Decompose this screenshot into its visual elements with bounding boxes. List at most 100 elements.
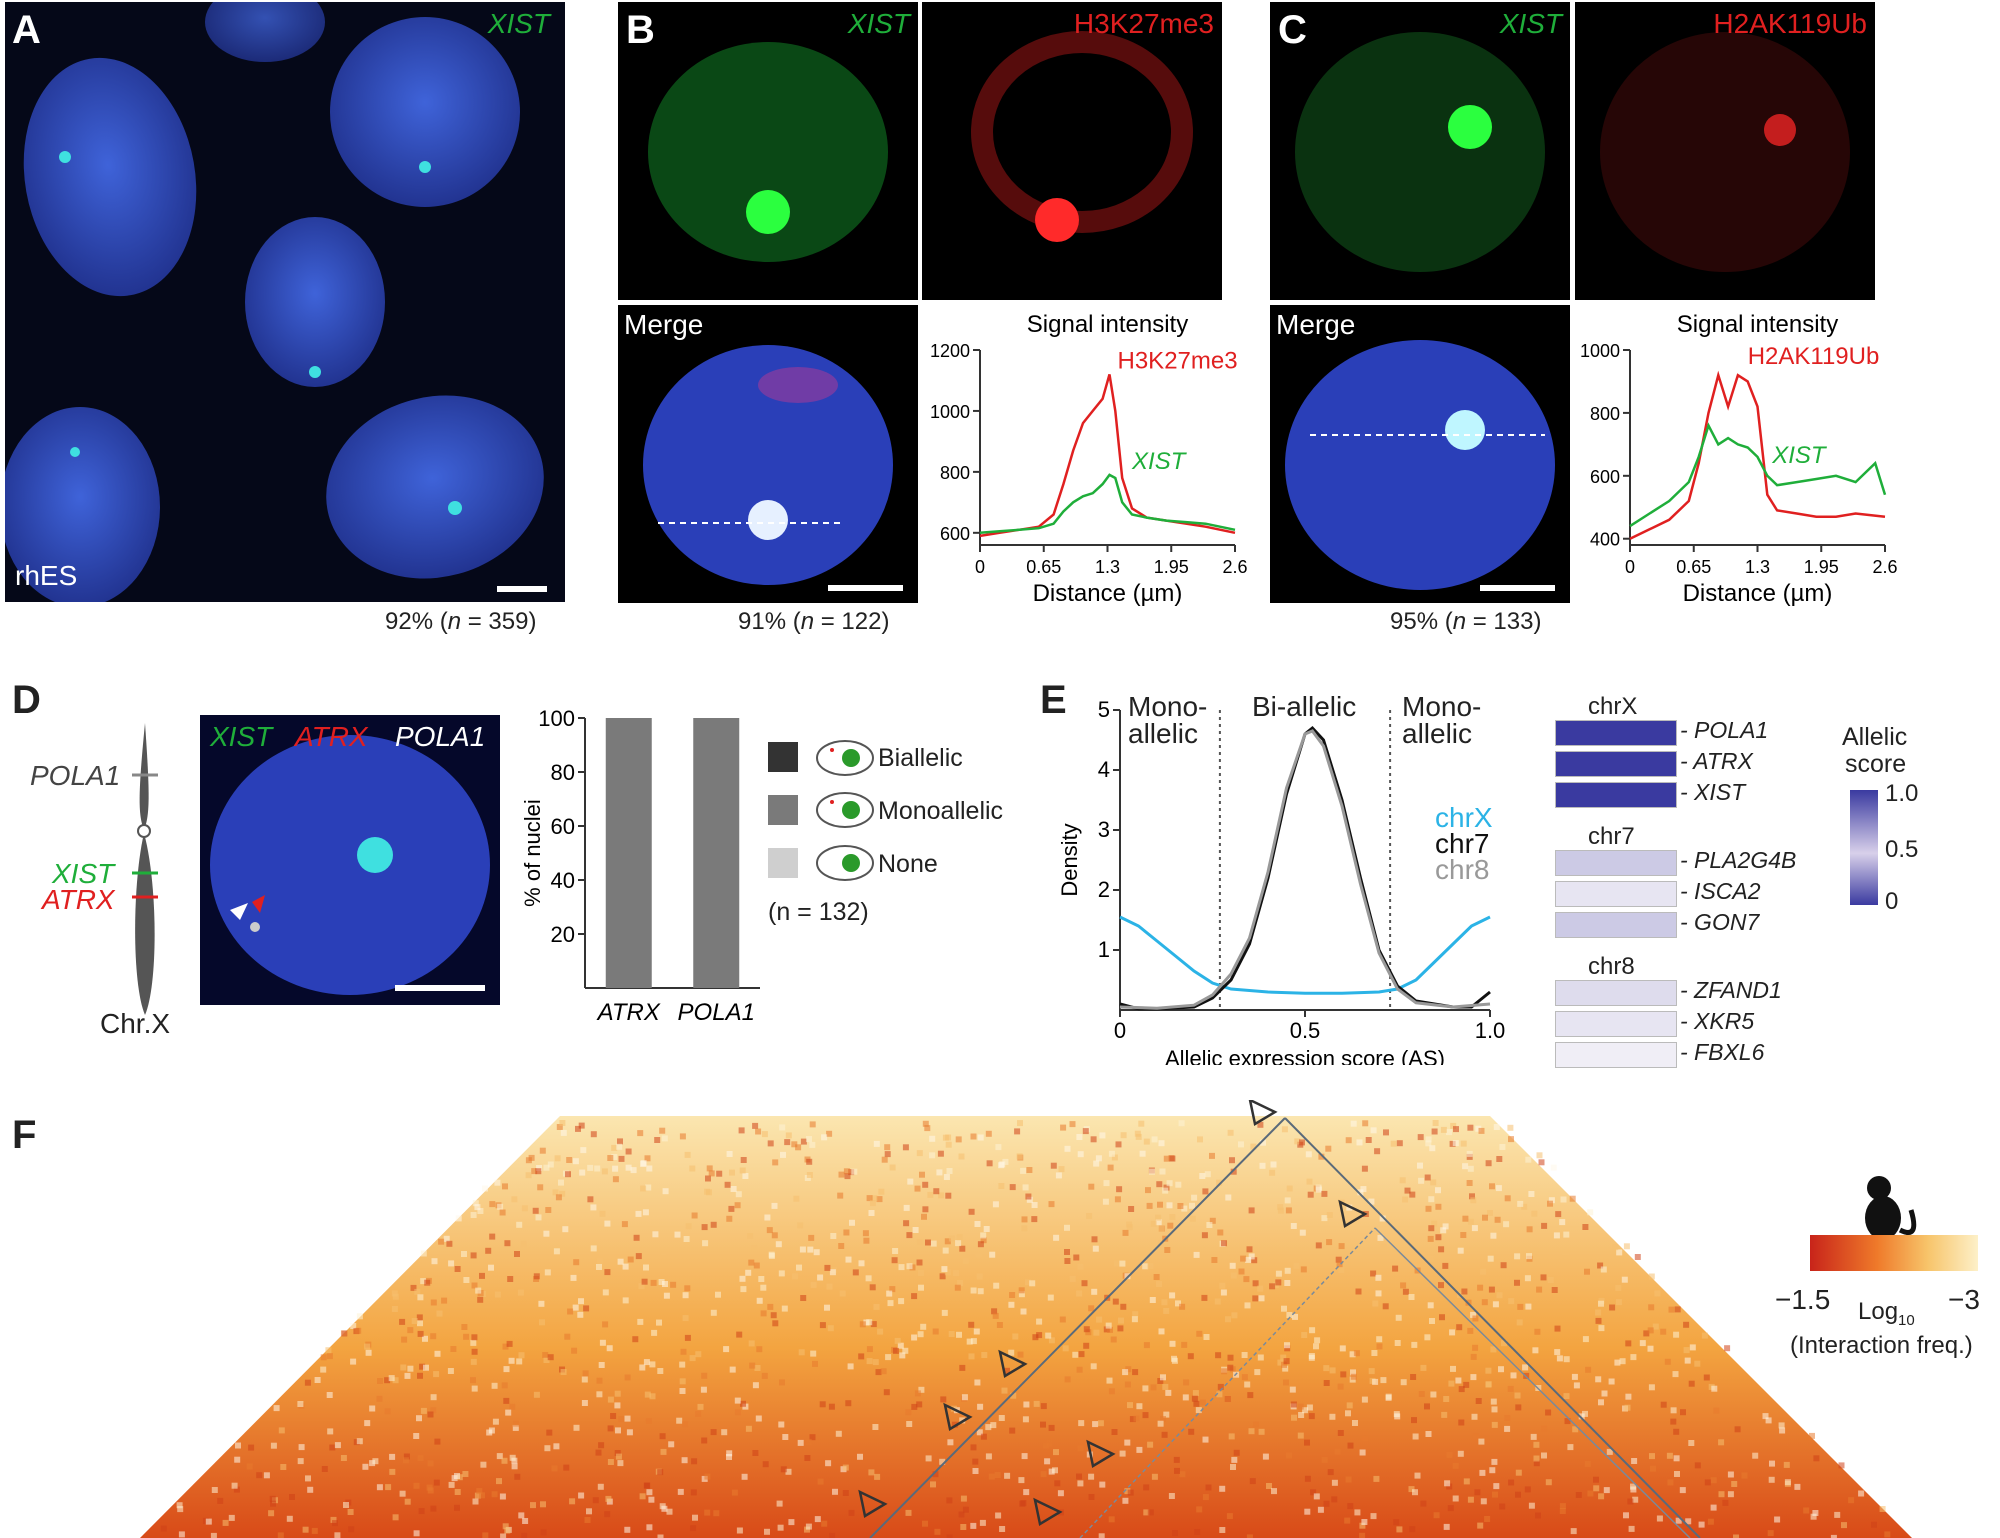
hic-pixel (1029, 1280, 1036, 1287)
hic-pixel (1349, 1351, 1356, 1358)
hic-pixel (1336, 1261, 1343, 1268)
hic-pixel (705, 1175, 711, 1182)
hic-pixel (1517, 1200, 1524, 1207)
hic-pixel (1275, 1270, 1282, 1277)
hic-pixel (461, 1324, 468, 1330)
hic-pixel (1149, 1168, 1155, 1175)
hic-pixel (1533, 1441, 1540, 1448)
hic-pixel (1040, 1471, 1047, 1478)
hic-pixel (1472, 1432, 1479, 1439)
hic-pixel (1600, 1266, 1607, 1273)
hic-pixel (1048, 1424, 1055, 1431)
hic-pixel (1318, 1153, 1325, 1160)
hic-pixel (905, 1509, 912, 1516)
hic-pixel (641, 1278, 648, 1285)
hic-pixel (1175, 1181, 1182, 1188)
hic-pixel (948, 1235, 955, 1242)
hic-pixel (248, 1444, 255, 1451)
hic-pixel (590, 1245, 597, 1252)
hic-pixel (610, 1413, 617, 1419)
hic-pixel (983, 1226, 990, 1232)
hic-pixel (821, 1134, 828, 1141)
hic-pixel (1088, 1183, 1095, 1190)
hic-pixel (1076, 1473, 1082, 1480)
hic-pixel (433, 1371, 440, 1378)
hic-pixel (1181, 1341, 1188, 1348)
hic-pixel (929, 1135, 936, 1142)
hic-pixel (506, 1340, 513, 1347)
hic-pixel (1053, 1449, 1059, 1456)
hic-pixel (1329, 1367, 1336, 1374)
hic-pixel (431, 1258, 438, 1265)
hic-pixel (1379, 1215, 1386, 1222)
hic-pixel (1225, 1194, 1232, 1201)
hic-pixel (518, 1512, 525, 1519)
hic-pixel (1503, 1221, 1510, 1228)
hic-pixel (503, 1397, 510, 1404)
hic-pixel (1490, 1398, 1497, 1405)
hic-pixel (1554, 1325, 1561, 1332)
hic-pixel (933, 1188, 940, 1195)
hic-pixel (1045, 1332, 1052, 1339)
hic-pixel (907, 1178, 914, 1185)
hic-pixel (1294, 1138, 1301, 1145)
hic-pixel (1059, 1316, 1066, 1323)
hic-pixel (454, 1473, 460, 1479)
hic-pixel (1088, 1494, 1095, 1500)
hic-pixel (1467, 1165, 1474, 1172)
hic-pixel (302, 1526, 309, 1533)
hic-pixel (1156, 1281, 1162, 1287)
hic-pixel (1377, 1234, 1384, 1241)
hic-pixel (596, 1377, 603, 1384)
hic-pixel (968, 1353, 975, 1360)
y-axis-label: Density (1057, 823, 1082, 896)
hic-pixel (633, 1234, 640, 1241)
hic-pixel (1672, 1371, 1679, 1378)
heatmap-cell-fbxl6 (1555, 1042, 1677, 1068)
heatmap-group-chr7: chr7 (1588, 823, 1635, 850)
panel-a-marker: XIST (487, 8, 550, 39)
hic-pixel (1396, 1140, 1403, 1147)
hic-pixel (813, 1249, 820, 1256)
hic-pixel (977, 1403, 984, 1410)
hic-pixel (1603, 1487, 1610, 1494)
hic-pixel (551, 1465, 558, 1472)
fish-label-xist: XIST (210, 721, 273, 752)
hic-pixel (1650, 1465, 1656, 1472)
hic-pixel (503, 1366, 510, 1373)
hic-pixel (645, 1184, 652, 1191)
hic-pixel (1530, 1433, 1537, 1440)
legend-label-monoallelic: Monoallelic (878, 797, 1004, 825)
hic-pixel (869, 1200, 876, 1207)
hic-pixel (1010, 1392, 1017, 1399)
hic-pixel (1337, 1383, 1344, 1390)
hic-pixel (1679, 1487, 1686, 1494)
hic-pixel (751, 1245, 758, 1252)
hic-pixel (1058, 1166, 1065, 1173)
hic-pixel (389, 1468, 396, 1475)
hic-pixel (489, 1233, 496, 1240)
hic-pixel (977, 1134, 984, 1141)
hic-pixel (1477, 1522, 1484, 1529)
hic-pixel (1368, 1198, 1375, 1205)
hic-pixel (1193, 1251, 1200, 1258)
hic-pixel (416, 1415, 422, 1422)
hic-pixel (1044, 1458, 1051, 1465)
hic-pixel (880, 1368, 887, 1375)
hic-pixel (400, 1364, 407, 1371)
y-tick-label: 100 (538, 706, 575, 731)
hic-pixel (566, 1157, 573, 1163)
colorbar-tick-0: 0 (1885, 888, 1899, 915)
hic-pixel (1680, 1409, 1686, 1416)
heatmap-gene-atrx: - ATRX (1680, 748, 1753, 774)
hic-pixel (1627, 1498, 1634, 1505)
hic-pixel (1280, 1354, 1287, 1361)
hic-pixel (649, 1393, 656, 1400)
colorbar-title-1: Allelic (1842, 723, 1908, 751)
hic-pixel (1601, 1390, 1608, 1397)
hic-pixel (304, 1379, 311, 1386)
hic-pixel (1299, 1229, 1306, 1236)
hic-pixel (1225, 1316, 1231, 1323)
hic-pixel (1166, 1180, 1173, 1187)
hic-pixel (364, 1420, 371, 1427)
